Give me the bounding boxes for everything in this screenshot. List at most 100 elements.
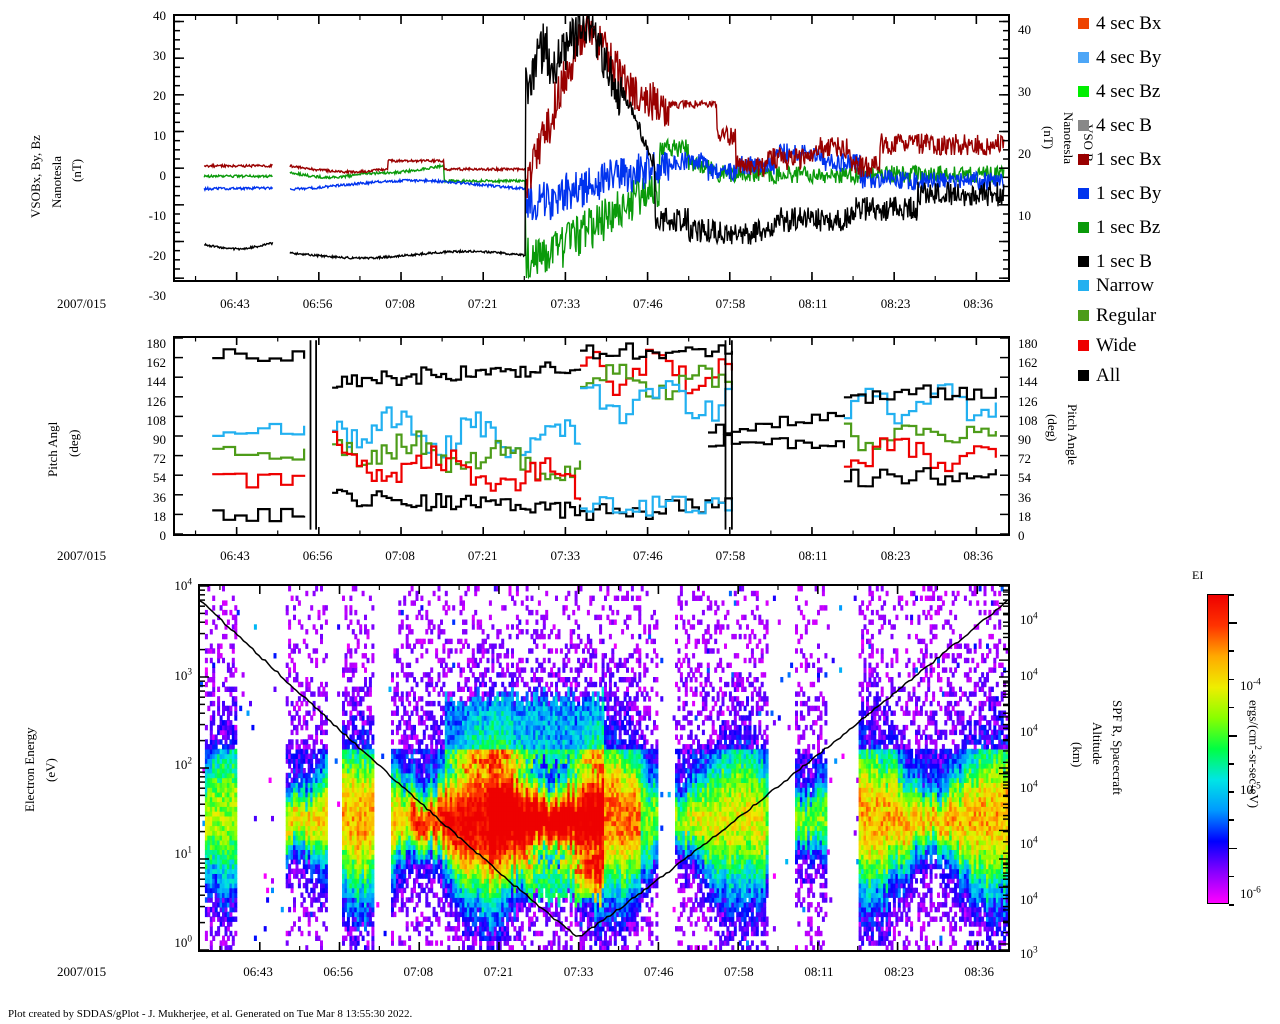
spacecraft-altitude-trace	[200, 599, 1008, 937]
ytick: 18	[153, 508, 166, 524]
xtick-label: 07:58	[715, 296, 746, 311]
axis-ticks	[194, 16, 978, 280]
series-narrow	[332, 406, 582, 459]
series-by	[203, 185, 274, 193]
ytick-right: 36	[1018, 489, 1031, 505]
panel2-ylabel-units: (deg)	[66, 429, 81, 457]
ytick: 108	[146, 412, 167, 428]
series-bx	[203, 162, 273, 169]
series-all	[212, 348, 306, 362]
xtick-label: 07:21	[467, 296, 498, 311]
electron-spectrogram-panel	[198, 584, 1010, 952]
xtick-label: 06:43	[220, 548, 250, 563]
series-regular	[843, 422, 997, 452]
xtick-label: 07:46	[633, 548, 663, 563]
panel2-xticks: 06:43 06:56 07:08 07:21 07:33 07:46 07:58 08:11…	[0, 548, 1280, 566]
xtick-label: 07:08	[385, 296, 415, 311]
panel3-right-ylabel-km: (km)	[1070, 742, 1085, 768]
legend-item-regular[interactable]: Regular	[1078, 304, 1156, 326]
panel1-xticks: 06:43 06:56 07:08 07:21 07:33 07:46 07:58 08:11…	[0, 296, 1280, 314]
legend-swatch-icon	[1078, 255, 1089, 267]
xtick-label: 07:33	[563, 964, 594, 979]
ytick: 126	[146, 393, 167, 409]
legend-item-4-sec-b[interactable]: 4 sec B	[1078, 114, 1152, 136]
xtick-label: 07:08	[403, 964, 434, 979]
legend-label: 1 sec Bx	[1096, 148, 1162, 170]
colorbar-tick-label: 10-6	[1240, 886, 1261, 902]
series-bz	[203, 173, 273, 179]
ytick-right: 18	[1018, 508, 1031, 524]
colorbar	[1207, 594, 1229, 904]
panel2-right-ylabel-units: (deg)	[1045, 414, 1060, 442]
xtick-label: 08:36	[964, 964, 994, 979]
colorbar-units-post: -sr-sec-eV)	[1246, 749, 1262, 809]
legend-swatch-icon	[1078, 309, 1089, 321]
series-b	[289, 16, 1005, 261]
legend-item-all[interactable]: All	[1078, 364, 1120, 386]
legend-item-1-sec-bz[interactable]: 1 sec Bz	[1078, 216, 1160, 238]
series-all	[580, 342, 734, 360]
panel1-right-ylabel-nt: (nT)	[1041, 126, 1056, 150]
series-all	[708, 433, 846, 450]
ytick: -30	[148, 288, 166, 303]
colorbar-tick-mark	[1229, 819, 1234, 822]
series-wide	[332, 430, 582, 501]
legend-swatch-icon	[1078, 119, 1089, 131]
ytick-right: 54	[1018, 470, 1031, 486]
series-bx	[289, 16, 1005, 199]
ytick-right: 126	[1018, 393, 1038, 409]
series-all	[212, 507, 306, 523]
colorbar-tick-mark	[1229, 734, 1237, 737]
series-all	[332, 488, 582, 519]
ytick-right: 144	[1018, 374, 1038, 390]
panel2-right-ylabel-main: Pitch Angle	[1065, 404, 1080, 466]
legend-label: 4 sec Bx	[1096, 12, 1162, 34]
ytick-right: 40	[1018, 22, 1031, 37]
ytick-right: 104	[1020, 892, 1038, 908]
axis-ticks	[219, 586, 979, 950]
legend-swatch-icon	[1078, 187, 1089, 199]
legend-label: 4 sec B	[1096, 114, 1152, 136]
xtick-label: 07:46	[643, 964, 674, 979]
legend-label: Narrow	[1096, 274, 1155, 296]
ytick: 72	[153, 451, 166, 467]
xtick-label: 07:08	[385, 548, 415, 563]
ytick: 102	[174, 756, 192, 772]
panel1-ylabel-main: VSOBx, By, Bz	[28, 135, 43, 218]
ytick: 54	[153, 470, 166, 486]
ytick-right: 20	[1018, 146, 1031, 161]
legend-item-wide[interactable]: Wide	[1078, 334, 1136, 356]
series-wide	[212, 472, 306, 489]
magnetic-field-panel	[173, 14, 1010, 282]
legend-item-narrow[interactable]: Narrow	[1078, 274, 1154, 296]
xtick-label: 06:56	[302, 296, 333, 311]
colorbar-tick-mark	[1229, 678, 1234, 681]
xtick-label: 07:46	[633, 296, 663, 311]
colorbar-tick-mark	[1229, 650, 1234, 652]
legend-item-4-sec-bz[interactable]: 4 sec Bz	[1078, 80, 1160, 102]
xtick-label: 08:36	[963, 548, 993, 563]
panel1-ylabel-units: Nanotesla	[49, 156, 64, 208]
legend-swatch-icon	[1078, 51, 1089, 63]
colorbar-tick-label: 10-4	[1240, 678, 1261, 694]
legend-swatch-icon	[1078, 153, 1089, 165]
ytick: 0	[159, 168, 167, 183]
ytick-right: 104	[1020, 668, 1038, 684]
legend-swatch-icon	[1078, 279, 1089, 291]
series-b	[203, 241, 274, 252]
panel3-xticks: 06:43 06:56 07:08 07:21 07:33 07:46 07:58 08:11…	[0, 964, 1280, 982]
legend-item-4-sec-bx[interactable]: 4 sec Bx	[1078, 12, 1161, 34]
colorbar-tick-mark	[1229, 763, 1234, 765]
spectrogram-cells	[200, 586, 1008, 950]
ytick: 10	[153, 128, 166, 143]
ytick: 20	[153, 88, 166, 103]
colorbar-tick-mark	[1229, 622, 1237, 624]
legend-item-1-sec-by[interactable]: 1 sec By	[1078, 182, 1161, 204]
series-all	[843, 467, 997, 488]
xtick-label: 06:43	[220, 296, 250, 311]
legend-item-4-sec-by[interactable]: 4 sec By	[1078, 46, 1161, 68]
panel1-ylabel-nt: (nT)	[69, 158, 84, 182]
legend-item-1-sec-b[interactable]: 1 sec B	[1078, 250, 1152, 272]
legend-label: 4 sec Bz	[1096, 80, 1161, 102]
legend-item-1-sec-bx[interactable]: 1 sec Bx	[1078, 148, 1161, 170]
